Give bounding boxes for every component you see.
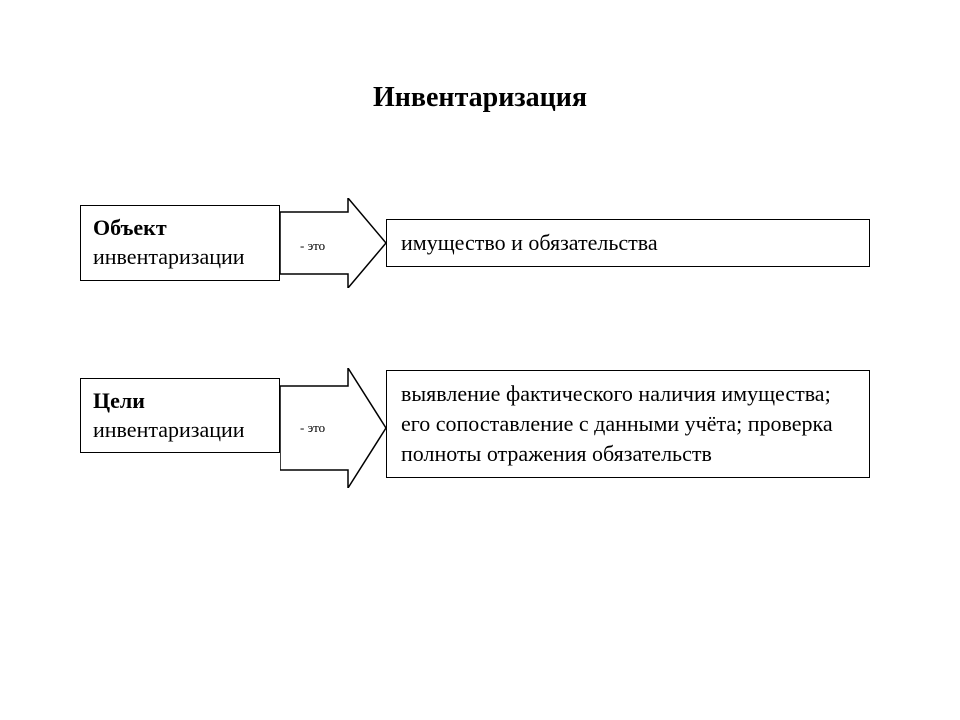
arrow-icon	[280, 198, 386, 288]
arrow-connector: - это	[280, 368, 386, 488]
right-box-goals: выявление фактического наличия имущества…	[386, 370, 870, 477]
right-box-object: имущество и обязательства	[386, 219, 870, 267]
left-box-rest: инвентаризации	[93, 244, 245, 269]
diagram-row: Цели инвентаризации - это выявление факт…	[80, 360, 870, 488]
diagram-title: Инвентаризация	[0, 82, 960, 114]
arrow-connector: - это	[280, 198, 386, 288]
left-box-goals: Цели инвентаризации	[80, 378, 280, 453]
left-box-object: Объект инвентаризации	[80, 205, 280, 280]
left-box-bold: Цели	[93, 388, 145, 413]
arrow-icon	[280, 368, 386, 488]
diagram-row: Объект инвентаризации - это имущество и …	[80, 198, 870, 288]
arrow-label: - это	[300, 238, 325, 254]
arrow-label: - это	[300, 420, 325, 436]
left-box-rest: инвентаризации	[93, 417, 245, 442]
left-box-bold: Объект	[93, 215, 167, 240]
